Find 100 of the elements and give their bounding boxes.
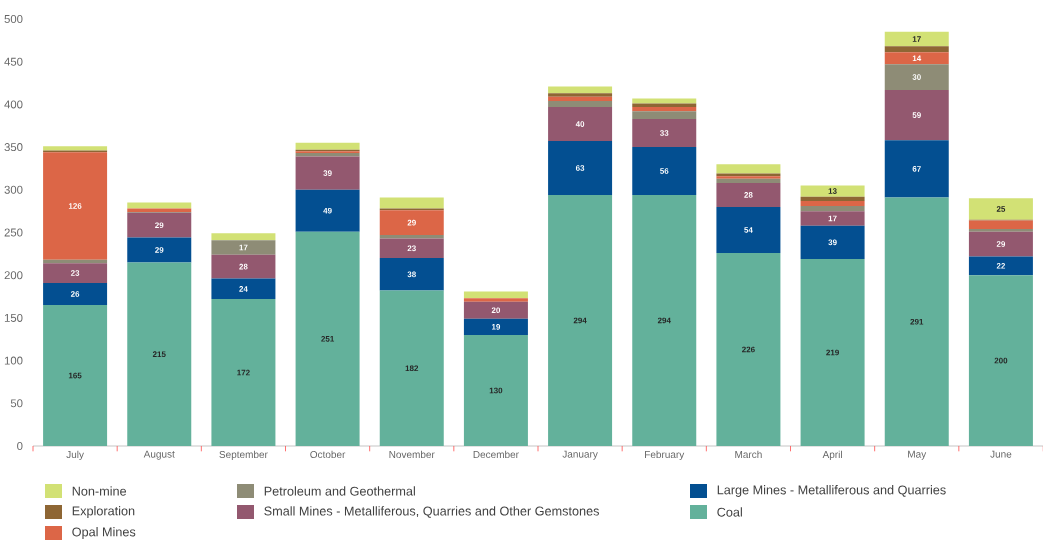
bar xyxy=(43,282,108,306)
bar xyxy=(800,225,865,259)
data-label: 17 xyxy=(239,244,248,251)
data-label: 29 xyxy=(996,241,1006,247)
bar xyxy=(716,178,781,183)
x-tick-label: July xyxy=(66,450,84,461)
bar xyxy=(548,106,613,142)
bar xyxy=(968,229,1033,232)
bar xyxy=(968,231,1033,257)
data-label: 165 xyxy=(68,372,82,379)
bar xyxy=(463,301,528,319)
bar xyxy=(295,231,360,446)
bar xyxy=(968,256,1033,276)
bar xyxy=(379,238,444,259)
data-label: 14 xyxy=(912,55,922,62)
legend-label: Small Mines - Metalliferous, Quarries and Other Gemstones xyxy=(264,506,599,518)
bar xyxy=(884,64,949,90)
bar xyxy=(295,156,360,190)
bar xyxy=(379,290,444,446)
bar xyxy=(43,152,108,260)
data-label: 182 xyxy=(405,365,419,372)
data-label: 20 xyxy=(491,307,501,314)
data-label: 19 xyxy=(491,324,501,330)
data-label: 63 xyxy=(575,165,585,171)
y-tick-label: 50 xyxy=(10,399,23,408)
data-label: 59 xyxy=(912,112,921,118)
bar xyxy=(884,140,949,198)
data-label: 24 xyxy=(239,286,248,292)
bar xyxy=(884,31,949,47)
data-label: 172 xyxy=(237,369,250,376)
y-tick-label: 200 xyxy=(4,271,23,280)
x-tick-label: December xyxy=(473,450,519,459)
bar xyxy=(43,263,108,283)
bar xyxy=(211,254,276,279)
x-tick-label: January xyxy=(562,450,598,460)
bar xyxy=(884,197,949,446)
y-tick-label: 300 xyxy=(4,185,23,194)
bar xyxy=(968,198,1033,220)
bar xyxy=(295,189,360,232)
data-label: 25 xyxy=(996,206,1006,212)
y-tick-label: 100 xyxy=(4,356,23,365)
bar xyxy=(884,89,949,141)
bar xyxy=(548,194,613,446)
bar xyxy=(211,240,276,255)
data-label: 294 xyxy=(573,317,587,324)
bar xyxy=(800,258,865,446)
bar xyxy=(379,210,444,236)
data-label: 251 xyxy=(321,335,335,342)
data-label: 29 xyxy=(155,222,164,229)
bar xyxy=(548,141,613,195)
data-label: 23 xyxy=(70,270,80,276)
legend-label: Exploration xyxy=(72,506,135,518)
bar xyxy=(716,252,781,446)
bar xyxy=(716,182,781,207)
bar xyxy=(884,46,949,53)
bar xyxy=(632,147,697,195)
legend-label: Opal Mines xyxy=(72,527,136,539)
bar xyxy=(127,212,192,238)
bar xyxy=(800,196,865,201)
bar xyxy=(548,96,613,101)
data-label: 39 xyxy=(323,170,332,176)
y-tick-label: 150 xyxy=(4,313,23,322)
bar xyxy=(968,220,1033,230)
bar xyxy=(463,334,528,446)
data-label: 215 xyxy=(152,351,166,358)
bar xyxy=(800,185,865,197)
x-tick-label: February xyxy=(645,450,685,461)
x-tick-label: March xyxy=(735,450,762,459)
bar xyxy=(800,206,865,212)
x-tick-label: October xyxy=(310,450,346,459)
bar xyxy=(379,258,444,291)
x-tick-label: September xyxy=(219,450,268,461)
y-tick-label: 400 xyxy=(4,100,23,109)
bar xyxy=(463,298,528,302)
data-label: 13 xyxy=(828,188,837,194)
data-label: 67 xyxy=(912,166,921,172)
bar xyxy=(548,93,613,97)
data-label: 29 xyxy=(407,219,416,226)
x-tick-label: April xyxy=(822,450,842,461)
bar xyxy=(211,278,276,300)
data-label: 126 xyxy=(68,203,82,209)
bar xyxy=(800,200,865,207)
data-label: 38 xyxy=(407,271,416,278)
data-label: 54 xyxy=(744,227,753,233)
bar xyxy=(800,211,865,226)
data-label: 49 xyxy=(323,207,332,214)
x-tick-label: November xyxy=(389,450,435,459)
data-label: 219 xyxy=(826,349,839,356)
bar xyxy=(884,52,949,65)
x-tick-label: May xyxy=(908,450,927,460)
data-label: 23 xyxy=(407,245,416,252)
bar xyxy=(716,206,781,253)
data-label: 291 xyxy=(910,318,924,325)
bar xyxy=(211,233,276,241)
data-label: 29 xyxy=(155,247,164,253)
bar xyxy=(43,305,108,446)
legend-label: Non-mine xyxy=(72,486,127,496)
legend-label: Coal xyxy=(717,507,742,517)
bar xyxy=(716,164,781,174)
data-label: 30 xyxy=(912,74,921,80)
